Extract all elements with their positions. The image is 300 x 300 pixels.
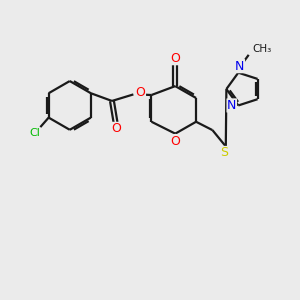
Text: Cl: Cl <box>29 128 40 138</box>
Text: N: N <box>235 60 244 73</box>
Text: O: O <box>170 135 180 148</box>
Text: N: N <box>227 99 236 112</box>
Text: O: O <box>170 52 180 65</box>
Text: CH₃: CH₃ <box>252 44 272 55</box>
Text: O: O <box>136 85 146 98</box>
Text: O: O <box>111 122 121 135</box>
Text: S: S <box>220 146 228 160</box>
